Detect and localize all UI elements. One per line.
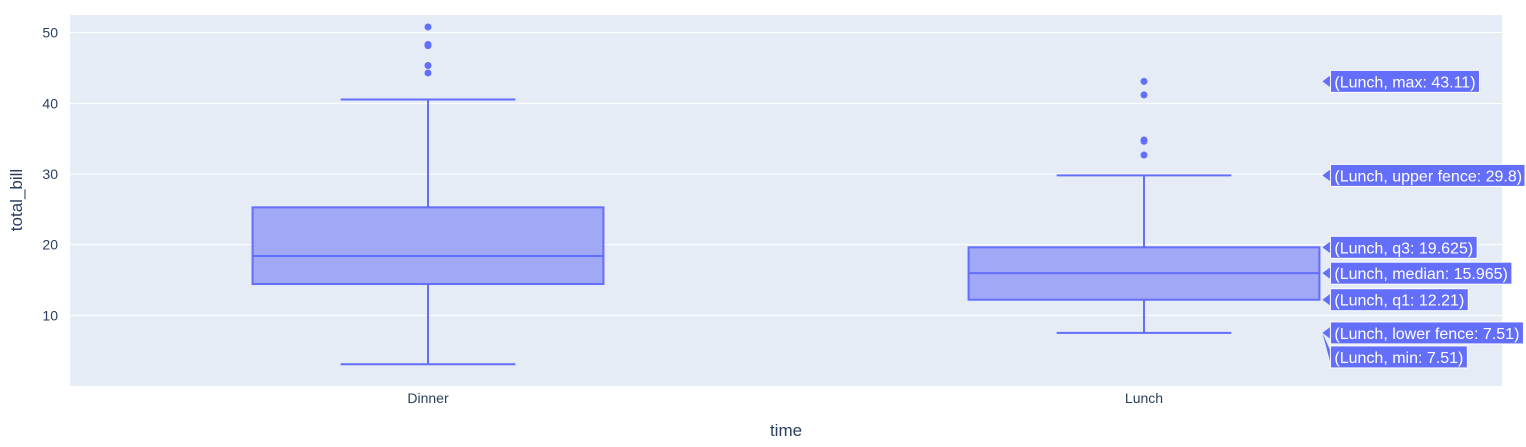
x-tick-label: Dinner <box>407 390 449 406</box>
hover-label-box <box>1329 288 1469 312</box>
outlier-point <box>424 62 432 70</box>
hover-label-pointer <box>1322 169 1331 182</box>
hover-label-text: (Lunch, q3: 19.625) <box>1334 240 1473 257</box>
hover-label-text: (Lunch, max: 43.11) <box>1334 74 1475 91</box>
boxes <box>251 23 1321 366</box>
hover-label-text: (Lunch, min: 7.51) <box>1334 350 1463 367</box>
hover-labels: (Lunch, max: 43.11) (Lunch, upper fence: … <box>1322 69 1526 369</box>
y-axis-ticks: 10 20 30 40 50 <box>42 25 58 324</box>
x-axis-title: time <box>770 421 802 440</box>
hover-label-box <box>1329 261 1513 285</box>
hover-label: (Lunch, lower fence: 7.51) <box>1322 321 1524 345</box>
y-tick-label: 10 <box>42 307 58 323</box>
outlier-point <box>1140 151 1148 159</box>
outlier-point <box>1140 91 1148 99</box>
hover-label-text: (Lunch, median: 15.965) <box>1334 266 1507 283</box>
hover-label-text: (Lunch, q1: 12.21) <box>1334 293 1464 310</box>
x-axis-ticks: Dinner Lunch <box>407 390 1163 406</box>
hover-label-pointer <box>1322 332 1331 363</box>
x-tick-label: Lunch <box>1125 390 1163 406</box>
y-axis-title: total_bill <box>7 169 26 231</box>
plot-background <box>70 15 1502 386</box>
hover-label: (Lunch, q3: 19.625) <box>1322 235 1478 259</box>
box-dinner <box>251 23 605 366</box>
y-tick-label: 40 <box>42 95 58 111</box>
outlier-point <box>424 69 432 77</box>
hover-label-pointer <box>1322 293 1331 306</box>
hover-label: (Lunch, max: 43.11) <box>1322 69 1481 93</box>
hover-label-pointer <box>1322 241 1331 254</box>
hover-label: (Lunch, q1: 12.21) <box>1322 288 1469 312</box>
hover-label-text: (Lunch, upper fence: 29.8) <box>1334 168 1522 185</box>
outlier-point <box>1140 136 1148 144</box>
outlier-point <box>424 40 432 48</box>
box-lunch <box>967 77 1321 334</box>
hover-label-pointer <box>1322 75 1331 88</box>
y-tick-label: 30 <box>42 166 58 182</box>
hover-label: (Lunch, min: 7.51) <box>1322 332 1468 369</box>
hover-label-box <box>1329 345 1468 369</box>
outlier-point <box>1140 77 1148 85</box>
y-tick-label: 20 <box>42 237 58 253</box>
hover-label-text: (Lunch, lower fence: 7.51) <box>1334 326 1519 343</box>
hover-label-box <box>1329 69 1481 93</box>
hover-label-box <box>1329 163 1526 187</box>
iqr-box <box>251 206 605 286</box>
hover-label: (Lunch, upper fence: 29.8) <box>1322 163 1526 187</box>
hover-label-box <box>1329 235 1478 259</box>
hover-label-pointer <box>1322 326 1331 339</box>
hover-label: (Lunch, median: 15.965) <box>1322 261 1513 285</box>
hover-label-pointer <box>1322 267 1331 280</box>
hover-label-box <box>1329 321 1524 345</box>
y-tick-label: 50 <box>42 25 58 41</box>
outlier-point <box>424 23 432 31</box>
